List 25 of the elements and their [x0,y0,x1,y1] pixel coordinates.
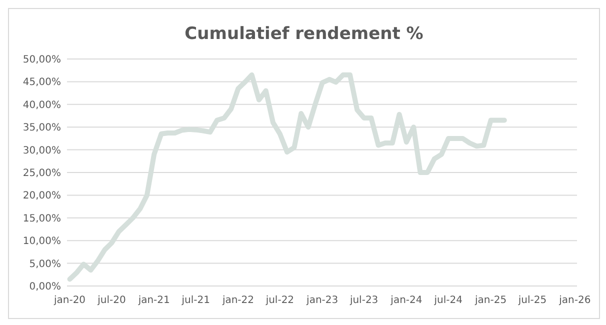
x-tick-label: jan-22 [221,295,254,306]
x-tick-label: jan-21 [137,295,170,306]
x-tick-label: jan-20 [52,295,86,306]
y-tick-label: 10,00% [22,236,61,248]
chart-title: Cumulatief rendement % [184,24,424,44]
y-tick-label: 5,00% [29,258,61,270]
y-tick-label: 0,00% [29,282,61,292]
x-tick-label: jan-23 [306,295,338,306]
y-tick-label: 50,00% [22,54,61,66]
y-tick-label: 35,00% [22,122,61,134]
x-tick-label: jul-25 [517,295,547,306]
x-tick-label: jul-24 [433,295,463,306]
x-tick-label: jan-24 [390,295,422,306]
y-tick-label: 45,00% [22,77,61,88]
y-tick-label: 20,00% [22,190,61,202]
x-tick-label: jan-26 [558,295,591,306]
x-tick-label: jul-20 [96,295,126,306]
y-tick-label: 25,00% [22,168,61,179]
x-tick-label: jul-22 [264,295,294,306]
x-tick-label: jan-25 [474,295,507,306]
y-tick-label: 40,00% [22,100,61,111]
x-tick-label: jul-21 [180,295,210,306]
y-tick-label: 30,00% [22,145,61,156]
x-tick-label: jul-23 [348,295,378,306]
y-tick-label: 15,00% [22,213,61,224]
